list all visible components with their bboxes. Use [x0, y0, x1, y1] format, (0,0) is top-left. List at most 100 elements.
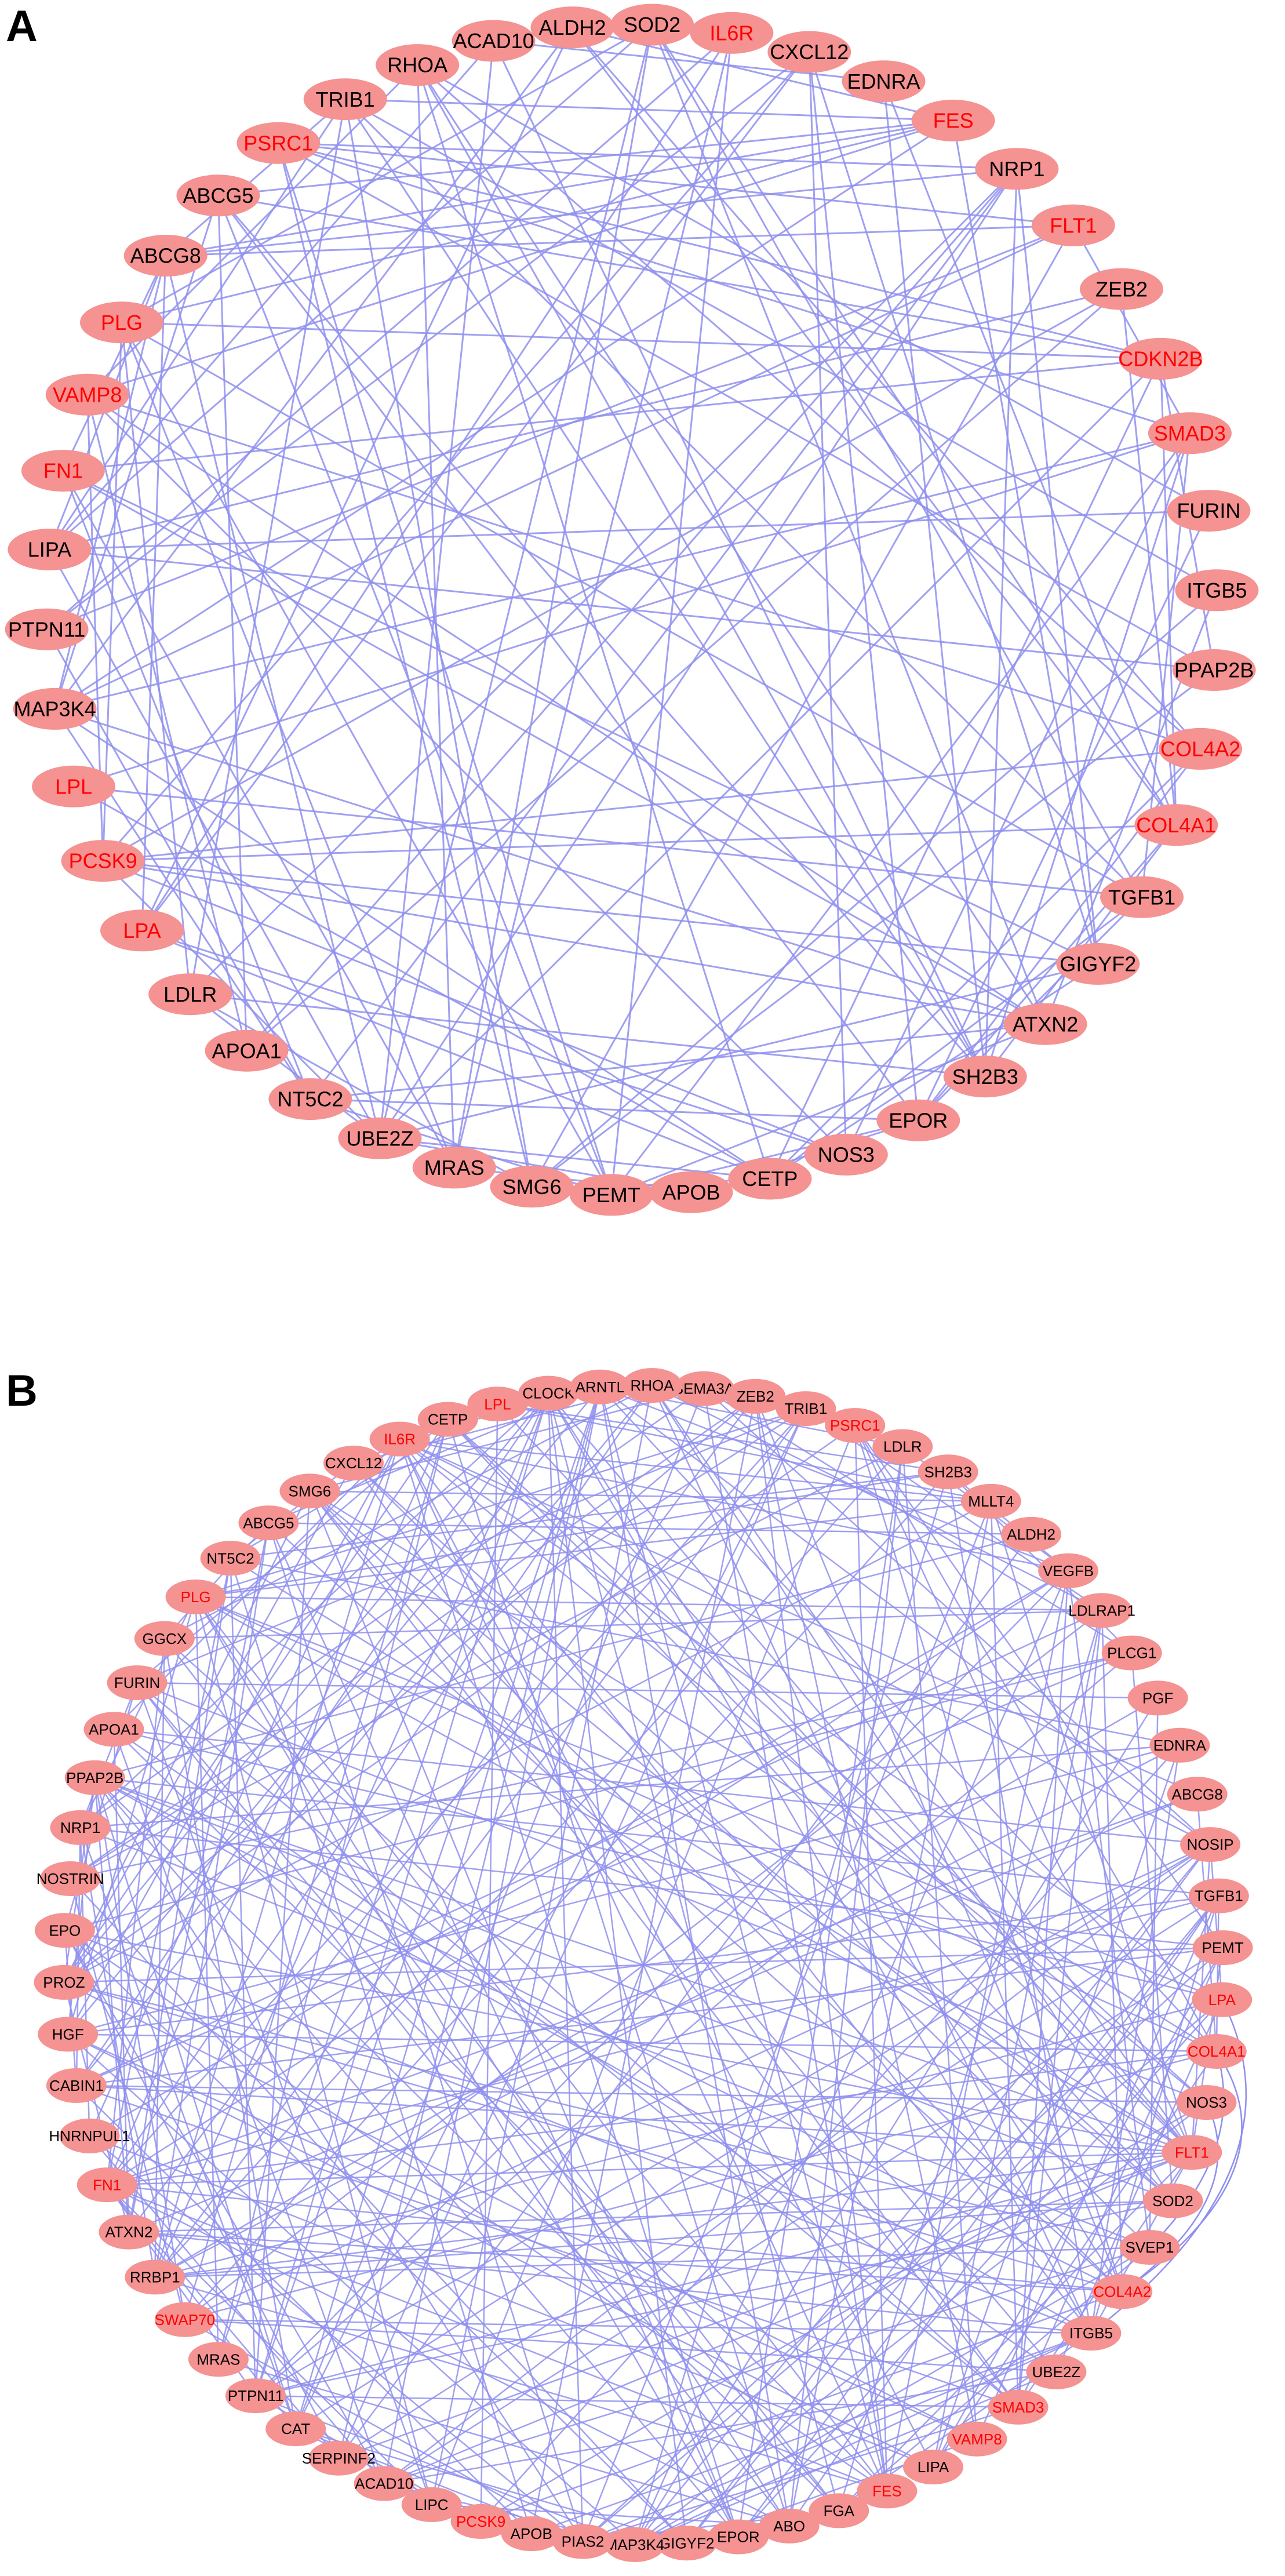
edge-line [49, 40, 494, 550]
node-label: PPAP2B [1174, 658, 1254, 682]
edge-line [46, 224, 1074, 631]
node-ellipse [911, 99, 995, 141]
node-label: ATXN2 [105, 2224, 152, 2241]
node-label: APOB [662, 1180, 720, 1204]
edge-line [230, 1462, 354, 1559]
edge-line [255, 1570, 1069, 2396]
edge-line [63, 1490, 311, 1983]
edge-line [1120, 289, 1177, 825]
node-ellipse [725, 1378, 786, 1414]
node-label: VAMP8 [952, 2431, 1002, 2448]
edge-line [345, 98, 953, 122]
node-label: SMAD3 [992, 2399, 1044, 2416]
node-ellipse [338, 1117, 422, 1159]
edge-line [70, 1878, 687, 2544]
node-label: CXCL12 [770, 40, 849, 64]
node-ellipse [1031, 204, 1115, 246]
gene-node: SMAD3 [1148, 412, 1232, 454]
gene-node: PSRC1 [825, 1408, 886, 1443]
node-label: COL4A1 [1188, 2043, 1246, 2060]
edge-line [121, 321, 1161, 360]
edge-line [102, 322, 123, 861]
edge-line [497, 1403, 1193, 2153]
gene-node: ATXN2 [1003, 1003, 1087, 1045]
edge-line [89, 1570, 1069, 2137]
node-label: PGF [1142, 1690, 1173, 1707]
gene-node: PLG [80, 301, 163, 344]
edge-line [49, 549, 381, 1139]
node-label: IL6R [709, 21, 753, 45]
node-label: VAMP8 [53, 383, 122, 406]
node-ellipse [99, 2214, 159, 2250]
edge-line [63, 1981, 978, 2440]
gene-node: GIGYF2 [1056, 943, 1140, 985]
edge-line [62, 470, 456, 1169]
edge-line [137, 1682, 1158, 1699]
node-ellipse [50, 1810, 111, 1845]
gene-node: IL6R [690, 12, 774, 54]
node-label: EDNRA [847, 70, 920, 93]
gene-node: SH2B3 [943, 1056, 1027, 1098]
edge-line [984, 169, 1018, 1077]
edge-line [106, 2184, 432, 2505]
edge-line [67, 1438, 401, 2035]
edge-line [651, 24, 1046, 1025]
gene-node: LPA [1192, 1982, 1253, 2017]
edge-line [548, 1392, 1193, 2153]
edge-line [531, 2332, 1091, 2535]
node-ellipse [649, 1171, 733, 1213]
edge-line [379, 24, 653, 1139]
edge-line [582, 1501, 992, 2542]
gene-node: NT5C2 [268, 1078, 352, 1120]
node-ellipse [825, 1408, 886, 1443]
edge-line [62, 470, 311, 1100]
node-label: ALDH2 [538, 16, 606, 39]
gene-node: PTPN11 [5, 608, 89, 650]
node-ellipse [64, 1760, 125, 1795]
gene-node: APOA1 [205, 1029, 289, 1072]
node-ellipse [1119, 337, 1203, 380]
edge-line [447, 1418, 1193, 2153]
node-ellipse [674, 1371, 734, 1406]
node-label: ABCG8 [1172, 1785, 1223, 1803]
edge-line [128, 1396, 756, 2233]
node-ellipse [1149, 1727, 1210, 1763]
node-ellipse [1001, 1516, 1062, 1552]
edge-line [190, 994, 381, 1139]
gene-node: SMG6 [490, 1166, 574, 1208]
node-ellipse [552, 2524, 613, 2559]
edge-line [217, 195, 919, 1121]
edge-line [399, 1438, 991, 1502]
node-ellipse [947, 2421, 1007, 2457]
node-label: GIGYF2 [659, 2534, 714, 2552]
node-label: TRIB1 [785, 1400, 828, 1417]
edge-line [399, 1439, 739, 2537]
node-ellipse [452, 20, 536, 62]
edge-line [141, 32, 733, 932]
node-ellipse [610, 3, 694, 46]
edge-line [76, 2084, 1207, 2104]
node-ellipse [501, 2516, 562, 2552]
edge-line [634, 1697, 1159, 2545]
edge-line [268, 1522, 1123, 2293]
edge-line [497, 1403, 948, 1473]
edge-line [68, 2033, 1217, 2053]
node-ellipse [490, 1166, 574, 1208]
edge-line [686, 1895, 1220, 2544]
gene-node: ITGB5 [1175, 569, 1259, 612]
edge-line [278, 142, 1073, 227]
gene-node: ABCG8 [1167, 1777, 1228, 1812]
edge-line [309, 1490, 1123, 2293]
node-ellipse [759, 2508, 820, 2544]
edge-line [121, 119, 953, 323]
node-ellipse [570, 1369, 631, 1405]
edge-line [128, 1558, 231, 2232]
node-label: PTPN11 [228, 2387, 283, 2404]
node-label: NT5C2 [206, 1549, 254, 1567]
edge-line [94, 1777, 739, 2538]
gene-node: CAT [265, 2411, 326, 2447]
node-label: RRBP1 [130, 2269, 180, 2286]
gene-node: PPAP2B [64, 1760, 125, 1795]
edge-line [399, 1438, 1207, 2104]
edge-line [102, 51, 810, 862]
